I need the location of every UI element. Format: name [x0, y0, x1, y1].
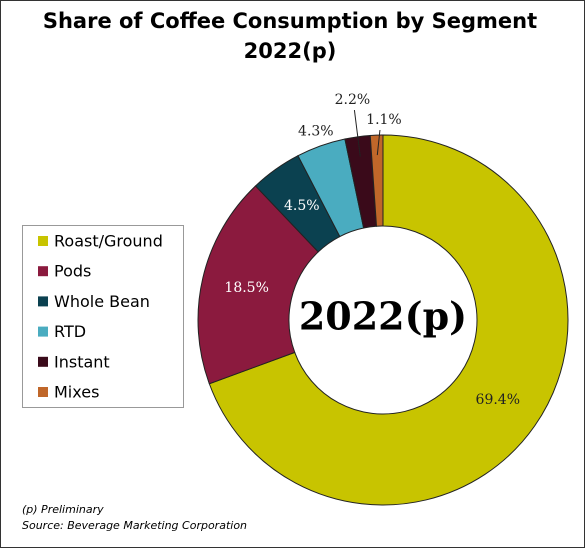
source: Source: Beverage Marketing Corporation	[22, 519, 247, 532]
chart-title: Share of Coffee Consumption by Segment	[43, 9, 537, 33]
leader-line	[353, 110, 361, 157]
data-label: 4.5%	[284, 198, 320, 214]
legend-label: Pods	[54, 262, 91, 281]
donut	[197, 110, 569, 506]
legend-swatch	[38, 326, 48, 337]
legend-swatch	[38, 266, 48, 277]
legend-label: Whole Bean	[54, 292, 150, 311]
data-label: 18.5%	[224, 280, 268, 296]
data-label: 2.2%	[335, 92, 371, 108]
legend-label: Mixes	[54, 383, 99, 402]
slice	[197, 185, 319, 385]
slice	[208, 134, 569, 506]
data-label: 1.1%	[366, 112, 402, 128]
legend-box	[22, 225, 184, 408]
leader-line	[376, 129, 381, 156]
footnote: (p) Preliminary	[22, 503, 104, 516]
legend-label: Instant	[54, 352, 110, 371]
legend-swatch	[38, 387, 48, 397]
legend-swatch	[38, 296, 48, 307]
data-label: 69.4%	[476, 392, 520, 408]
center-label: 2022(p)	[299, 294, 467, 339]
data-label: 4.3%	[298, 124, 334, 140]
chart-title: 2022(p)	[244, 39, 337, 63]
legend-swatch	[38, 236, 48, 246]
legend-label: Roast/Ground	[54, 232, 163, 251]
legend: Roast/Ground Pods Whole Bean RTD Instant Mixe…	[38, 232, 163, 402]
slice	[369, 134, 384, 227]
legend-swatch	[38, 356, 48, 367]
legend-label: RTD	[54, 322, 86, 341]
